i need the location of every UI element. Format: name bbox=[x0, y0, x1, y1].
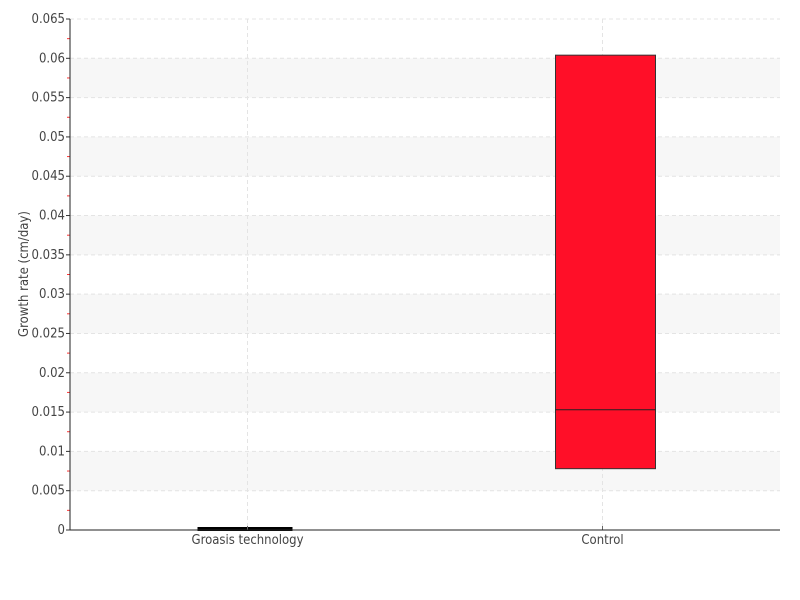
y-tick-label: 0.015 bbox=[32, 405, 65, 420]
y-tick-label: 0.05 bbox=[39, 130, 65, 145]
y-tick-label: 0.02 bbox=[39, 366, 65, 381]
y-tick-label: 0.065 bbox=[32, 12, 65, 27]
x-tick-label: Groasis technology bbox=[192, 533, 304, 548]
y-tick-label: 0 bbox=[58, 523, 65, 538]
box-1 bbox=[555, 54, 656, 470]
grid-band bbox=[70, 58, 780, 98]
x-tick-label: Control bbox=[581, 533, 623, 548]
y-tick-label: 0.01 bbox=[39, 444, 65, 459]
y-tick-label: 0.035 bbox=[32, 248, 65, 263]
grid-band bbox=[70, 215, 780, 255]
box-0 bbox=[197, 527, 293, 531]
y-tick-label: 0.055 bbox=[32, 91, 65, 106]
y-tick-label: 0.005 bbox=[32, 484, 65, 499]
grid-band bbox=[70, 451, 780, 491]
grid-band bbox=[70, 294, 780, 334]
y-tick-label: 0.06 bbox=[39, 51, 65, 66]
y-tick-label: 0.045 bbox=[32, 169, 65, 184]
y-tick-label: 0.025 bbox=[32, 326, 65, 341]
y-tick-label: 0.03 bbox=[39, 287, 65, 302]
y-tick-label: 0.04 bbox=[39, 209, 65, 224]
y-axis-label: Growth rate (cm/day) bbox=[17, 211, 32, 337]
grid-band bbox=[70, 372, 780, 413]
grid-band bbox=[70, 136, 780, 177]
